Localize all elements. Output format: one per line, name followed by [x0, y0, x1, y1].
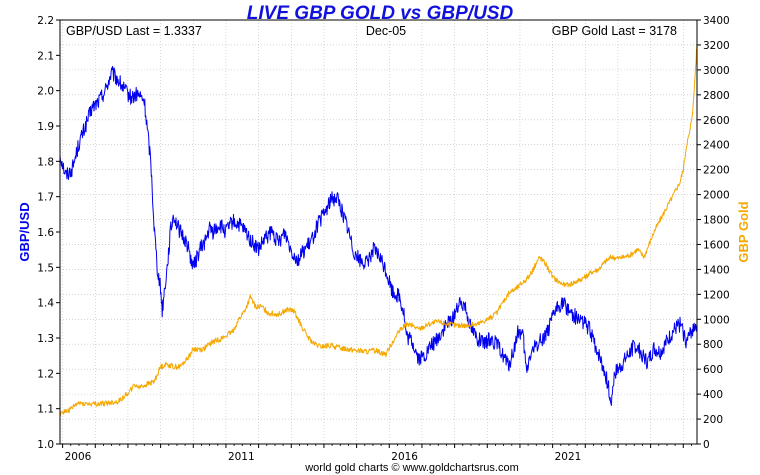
gbp-gold-last-label: GBP Gold Last = 3178	[552, 24, 677, 38]
right-tick-label: 1600	[703, 239, 730, 251]
left-tick-label: 1.2	[37, 368, 54, 380]
right-tick-label: 2200	[703, 165, 730, 177]
gbp-gold-series-line	[59, 44, 698, 416]
left-tick-label: 1.3	[37, 333, 54, 345]
left-tick-label: 1.4	[37, 298, 54, 310]
left-tick-label: 2.1	[37, 50, 54, 62]
left-tick-label: 1.1	[37, 404, 54, 416]
right-tick-label: 400	[703, 389, 723, 401]
date-range-start-label: Dec-05	[366, 24, 406, 38]
x-tick-label: 2006	[65, 451, 92, 463]
left-tick-label: 2.0	[37, 86, 54, 98]
left-tick-label: 1.7	[37, 192, 54, 204]
left-tick-label: 1.5	[37, 262, 54, 274]
right-tick-label: 3400	[703, 15, 730, 27]
left-tick-label: 1.9	[37, 121, 54, 133]
right-tick-label: 3200	[703, 40, 730, 52]
right-tick-label: 800	[703, 339, 723, 351]
left-axis-title: GBP/USD	[17, 202, 32, 261]
right-tick-label: 600	[703, 364, 723, 376]
x-tick-label: 2016	[391, 451, 418, 463]
tick-layer: 0 200 400 600 800 1000 1200 1400 1600 1800 2000 220…	[37, 15, 729, 463]
x-tick-label: 2011	[228, 451, 255, 463]
right-tick-label: 1400	[703, 264, 730, 276]
chart-title: LIVE GBP GOLD vs GBP/USD	[247, 3, 514, 24]
left-tick-label: 2.2	[37, 15, 54, 27]
left-tick-label: 1.6	[37, 227, 54, 239]
gbpusd-last-label: GBP/USD Last = 1.3337	[66, 24, 202, 38]
left-tick-label: 1.8	[37, 156, 54, 168]
gbpusd-series-line	[59, 65, 698, 406]
left-tick-label: 1.0	[37, 439, 54, 451]
footer-credit: world gold charts © www.goldchartsrus.co…	[304, 462, 519, 474]
right-tick-label: 1000	[703, 314, 730, 326]
right-tick-label: 3000	[703, 65, 730, 77]
right-axis-title: GBP Gold	[736, 201, 751, 262]
right-tick-label: 2600	[703, 115, 730, 127]
right-tick-label: 2400	[703, 140, 730, 152]
right-tick-label: 1800	[703, 215, 730, 227]
right-tick-label: 2000	[703, 190, 730, 202]
x-tick-label: 2021	[555, 451, 582, 463]
right-tick-label: 0	[703, 439, 710, 451]
right-tick-label: 200	[703, 414, 723, 426]
right-tick-label: 1200	[703, 289, 730, 301]
series-layer	[59, 44, 698, 416]
right-tick-label: 2800	[703, 90, 730, 102]
